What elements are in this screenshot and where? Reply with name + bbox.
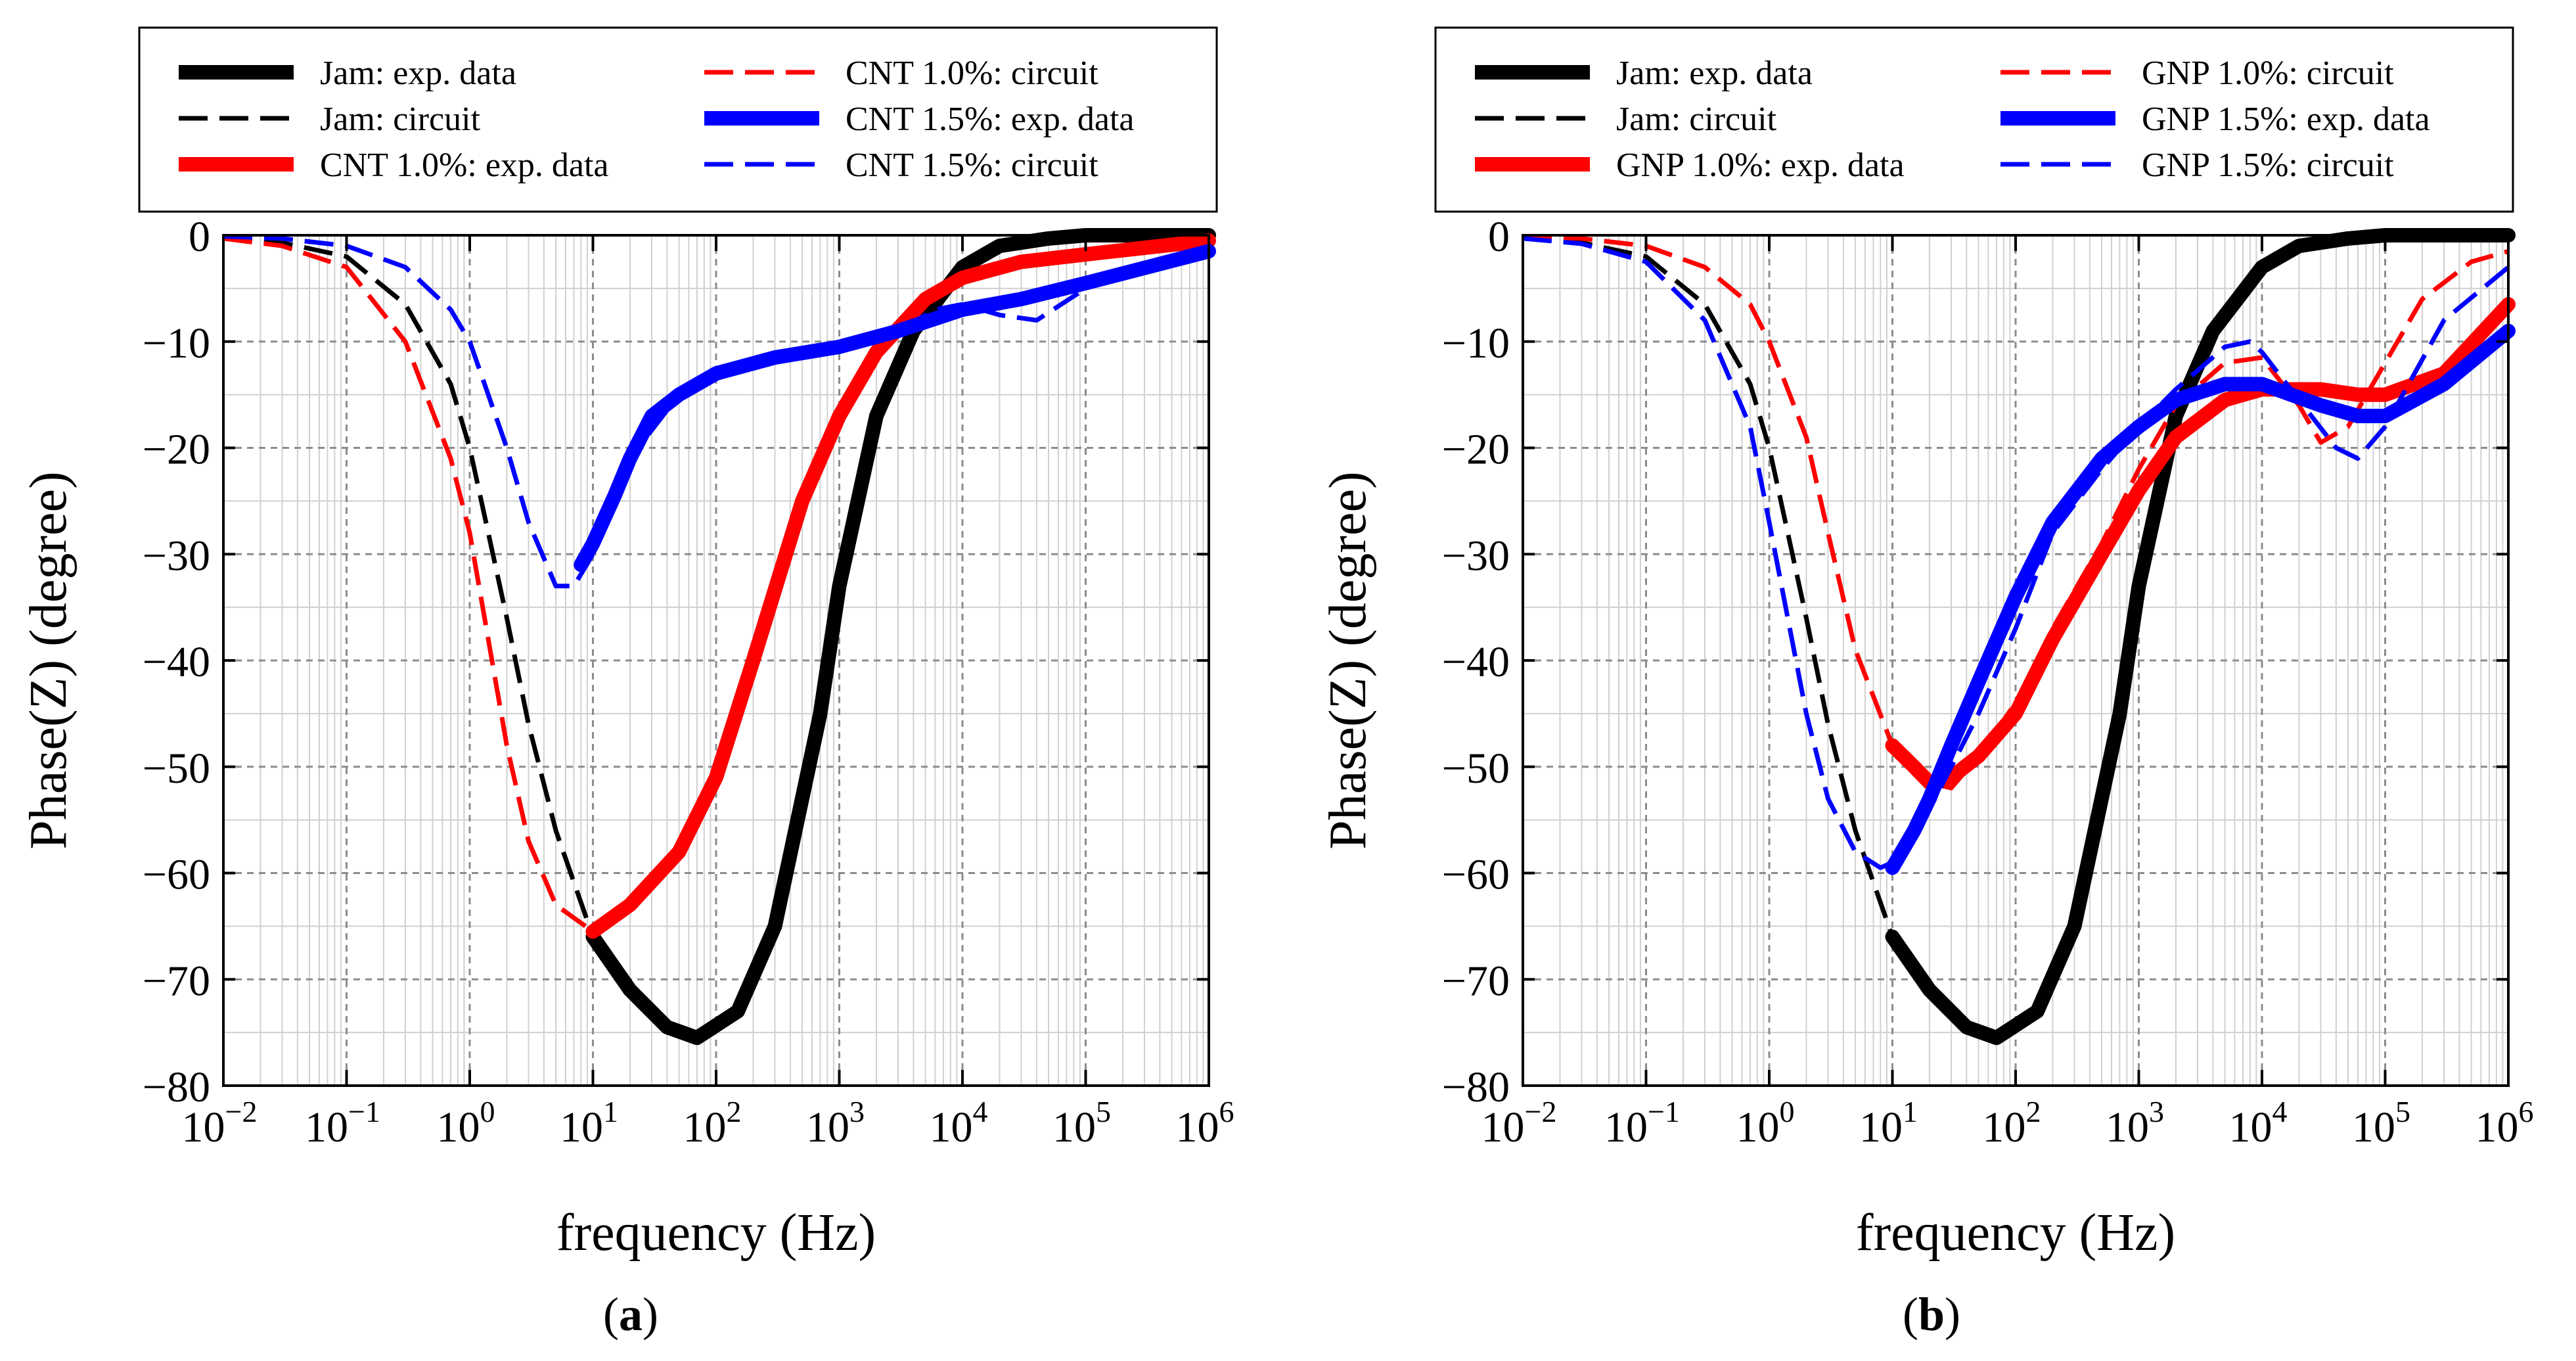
legend-label: CNT 1.5%: exp. data — [846, 101, 1135, 138]
y-tick-label: −30 — [143, 532, 210, 580]
y-tick-label: −20 — [143, 426, 210, 474]
x-tick-label: 104 — [930, 1095, 988, 1151]
x-tick-label: 105 — [1052, 1095, 1111, 1151]
legend: Jam: exp. data Jam: circuit CNT 1.0%: exp.… — [138, 26, 1218, 213]
x-tick-label: 102 — [1983, 1095, 2041, 1151]
x-tick-label: 101 — [560, 1095, 618, 1151]
y-tick-label: −70 — [143, 957, 210, 1005]
x-axis-label: frequency (Hz) — [1856, 1204, 2175, 1262]
series-line-b-5 — [1522, 236, 2510, 870]
legend-label: Jam: circuit — [1616, 101, 1777, 138]
y-tick-label: −10 — [143, 319, 210, 367]
series-line-b-0 — [1885, 228, 2516, 1046]
panel-caption: (b) — [1903, 1288, 1960, 1341]
y-tick-label: −80 — [1442, 1063, 1510, 1111]
legend-label: CNT 1.5%: circuit — [846, 147, 1098, 184]
y-tick-label: −70 — [1442, 957, 1510, 1005]
legend-box — [1434, 26, 2514, 213]
legend: Jam: exp. data Jam: circuit GNP 1.0%: exp.… — [1434, 26, 2514, 213]
legend-label: GNP 1.0%: circuit — [2142, 55, 2394, 92]
legend-label: GNP 1.5%: exp. data — [2142, 101, 2430, 138]
x-tick-label: 10−1 — [305, 1095, 380, 1151]
y-tick-label: −80 — [143, 1063, 210, 1111]
panel-caption: (a) — [603, 1288, 658, 1341]
x-tick-label: 10−2 — [1481, 1095, 1557, 1151]
x-tick-label: 10−2 — [182, 1095, 258, 1151]
legend-label: CNT 1.0%: exp. data — [320, 147, 609, 184]
x-tick-label: 106 — [1176, 1095, 1234, 1151]
legend-label: CNT 1.0%: circuit — [846, 55, 1098, 92]
y-tick-label: 0 — [189, 213, 210, 261]
x-tick-label: 100 — [437, 1095, 495, 1151]
y-tick-label: −30 — [1442, 532, 1510, 580]
grid — [223, 235, 1209, 1086]
series-line-b-1 — [1522, 235, 1895, 938]
y-tick-label: −40 — [143, 638, 210, 686]
y-tick-label: −60 — [1442, 851, 1510, 899]
series-line-a-1 — [223, 235, 595, 938]
y-tick-label: 0 — [1488, 213, 1510, 261]
y-tick-label: −50 — [143, 745, 210, 793]
legend-label: GNP 1.5%: circuit — [2142, 147, 2394, 184]
x-tick-label: 103 — [806, 1095, 865, 1151]
y-tick-label: −20 — [1442, 426, 1510, 474]
x-tick-label: 106 — [2475, 1095, 2534, 1151]
y-tick-label: −40 — [1442, 638, 1510, 686]
x-tick-label: 103 — [2106, 1095, 2164, 1151]
x-tick-label: 102 — [683, 1095, 742, 1151]
x-tick-label: 101 — [1859, 1095, 1918, 1151]
y-tick-label: −10 — [1442, 319, 1510, 367]
y-axis-label: Phase(Z) (degree) — [20, 471, 78, 849]
x-tick-label: 105 — [2352, 1095, 2410, 1151]
legend-box — [138, 26, 1218, 213]
series-line-b-3 — [1522, 234, 2509, 791]
y-tick-label: −50 — [1442, 745, 1510, 793]
legend-label: Jam: exp. data — [1616, 55, 1813, 92]
series-line-a-5 — [223, 234, 1209, 589]
x-axis-label: frequency (Hz) — [556, 1204, 876, 1262]
series-line-a-2 — [585, 233, 1216, 939]
legend-label: Jam: exp. data — [320, 55, 516, 92]
y-axis-label: Phase(Z) (degree) — [1319, 471, 1377, 849]
series-group — [223, 228, 1216, 1046]
grid — [1523, 235, 2508, 1086]
x-tick-label: 10−1 — [1604, 1095, 1680, 1151]
series-group — [1522, 228, 2516, 1046]
series-line-a-0 — [585, 228, 1216, 1046]
legend-label: Jam: circuit — [320, 101, 481, 138]
series-line-a-3 — [223, 236, 595, 934]
x-tick-label: 100 — [1736, 1095, 1795, 1151]
y-tick-label: −60 — [143, 851, 210, 899]
legend-label: GNP 1.0%: exp. data — [1616, 147, 1905, 184]
x-tick-label: 104 — [2229, 1095, 2288, 1151]
